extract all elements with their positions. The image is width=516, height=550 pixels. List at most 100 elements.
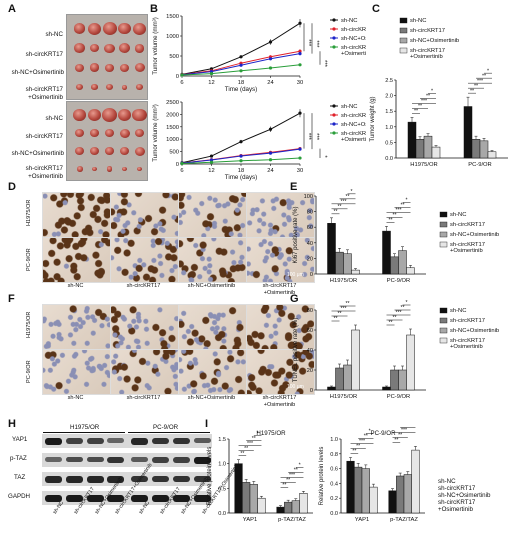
tumor-sample: [88, 22, 101, 35]
legend-label: +Osimertinib: [450, 344, 483, 350]
tissue-image: [110, 237, 179, 283]
bar: [346, 460, 355, 514]
h-protein-gapdh: GAPDH: [8, 493, 31, 500]
tumor-sample: [89, 146, 100, 156]
x-tick-label: 18: [238, 168, 244, 174]
sig-label: ***: [321, 60, 327, 68]
sig-label: **: [282, 482, 286, 488]
bar: [299, 493, 308, 514]
blot-band: [152, 476, 169, 483]
blot-band: [107, 495, 125, 502]
panel-letter-a: A: [8, 3, 16, 15]
bar: [415, 139, 425, 159]
tissue-col-label: sh-circKRT17: [126, 395, 161, 401]
sig-label: **: [364, 434, 368, 440]
data-point: [180, 161, 184, 166]
tissue-row-label: H1975/OR: [26, 199, 32, 226]
y-tick-label: 0.5: [218, 486, 226, 492]
sig-label: ***: [305, 39, 311, 47]
h-line-2: [128, 432, 210, 433]
panel-letter-h: H: [8, 418, 16, 430]
y-axis-label: Relative protein levels: [319, 447, 325, 506]
tumor-sample: [102, 108, 117, 122]
tumor-sample: [73, 23, 86, 35]
tissue-col-label: sh-circKRT17 +Osimertinib: [262, 283, 297, 296]
tumor-sample: [119, 43, 130, 54]
tumor-photo-top: [66, 14, 148, 100]
legend-marker: [332, 45, 336, 49]
blot-row: [42, 453, 212, 467]
bar: [396, 475, 405, 514]
tissue-image: [42, 192, 111, 238]
tumor-sample: [119, 146, 130, 156]
tissue-image: [42, 237, 111, 283]
sig-label: *: [405, 198, 407, 204]
tissue-image: [178, 192, 247, 238]
category-label: PC-9/OR: [387, 394, 411, 400]
sig-label: **: [240, 451, 244, 457]
data-point: [298, 111, 302, 115]
sig-label: ***: [421, 99, 427, 105]
legend-marker: [332, 104, 336, 108]
sig-label: *: [257, 431, 259, 437]
legend-label: +Osimertinib: [341, 51, 366, 57]
chart-title: PC-9/OR: [370, 430, 396, 437]
chart-e-ki67-rate: 0 20 40 60 80 100 Ki67 positive rate (%) H1975/…: [293, 189, 499, 284]
sig-label: ***: [359, 439, 365, 445]
data-point: [209, 158, 214, 162]
bar: [382, 386, 391, 391]
y-tick-label: 80: [307, 210, 313, 216]
legend-label: sh-NC+Osimertinib: [341, 122, 366, 128]
blot-band: [131, 495, 149, 502]
tumor-sample: [74, 43, 85, 53]
x-tick-label: 12: [208, 168, 214, 174]
y-tick-label: 0.2: [330, 496, 338, 502]
sig-label: ***: [395, 208, 401, 214]
h-protein-ptaz: p-TAZ: [10, 455, 27, 462]
chart-i-h1975: 0.0 0.5 1.0 1.5 H1975/OR Relative protein lev…: [207, 430, 313, 523]
y-tick-label: 2.5: [385, 78, 393, 84]
bar: [234, 463, 243, 514]
legend-swatch: [399, 47, 408, 54]
tumor-sample: [105, 63, 114, 72]
bar: [354, 466, 363, 514]
sig-label: ***: [313, 40, 319, 48]
panel-letter-f: F: [8, 293, 15, 305]
tumor-sample: [119, 63, 130, 72]
bar: [388, 490, 397, 514]
y-tick-label: 1.0: [218, 462, 226, 468]
sig-label: *: [350, 189, 352, 195]
tumor-sample: [119, 128, 130, 138]
sig-label: ***: [305, 133, 311, 141]
blot-band: [172, 476, 190, 483]
legend-label: sh-NC: [410, 18, 426, 24]
tumor-sample: [91, 166, 98, 172]
a-bottom-label-1: sh-NC: [45, 115, 63, 122]
legend-marker: [332, 131, 336, 135]
sig-label: *: [405, 300, 407, 306]
sig-label: ***: [289, 472, 295, 478]
sig-label: **: [418, 104, 422, 110]
bar: [276, 506, 285, 514]
tissue-row-label: H1975/OR: [26, 311, 32, 338]
blot-band: [172, 495, 190, 502]
data-point: [268, 66, 273, 70]
sig-label: **: [406, 425, 410, 429]
chart-b-bottom-tumor-volume: 0 500 1000 1500 2000 2500 6 12 18 24 30 Time (days)…: [152, 100, 366, 181]
a-bottom-label-2: sh-circKRT17: [25, 133, 63, 140]
scale-bar-label: 100 μm: [287, 384, 304, 390]
blot-band: [193, 476, 211, 483]
y-tick-label: 0.5: [385, 140, 393, 146]
tumor-sample: [106, 166, 113, 172]
sig-label: **: [286, 477, 290, 483]
legend-label: sh-circKRT17: [450, 318, 485, 324]
data-point: [209, 154, 214, 158]
bar: [407, 121, 417, 159]
tumor-sample: [135, 129, 144, 137]
x-tick-label: 12: [208, 80, 214, 86]
tumor-sample: [105, 147, 114, 155]
blot-band: [172, 457, 190, 463]
blot-band: [45, 438, 62, 445]
y-tick-label: 20: [307, 256, 313, 262]
y-tick-label: 500: [169, 150, 179, 156]
